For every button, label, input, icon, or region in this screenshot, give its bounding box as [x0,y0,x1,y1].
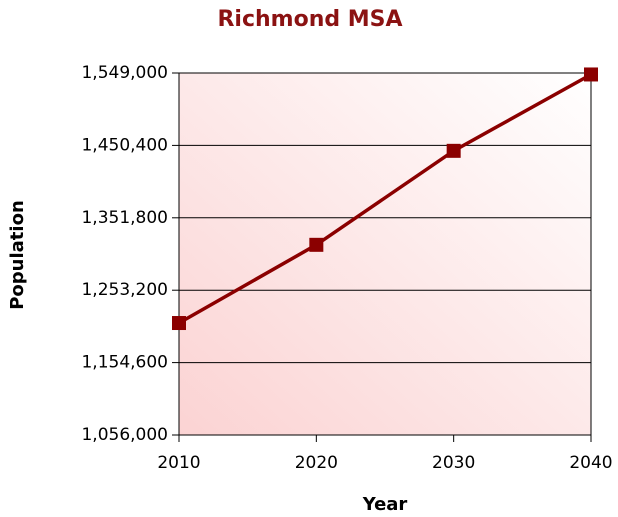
x-tick-label: 2010 [157,453,200,473]
point-marker [446,143,461,158]
point-marker [172,316,186,331]
y-tick-label: 1,450,400 [81,135,168,155]
x-tick-label: 2040 [569,453,612,473]
y-tick-label: 1,549,000 [81,63,168,83]
series-line [178,72,592,325]
y-axis-label: Population [7,200,28,310]
x-tick-label: 2020 [295,453,338,473]
x-tick-label: 2030 [432,453,475,473]
point-marker [584,67,598,82]
y-tick-label: 1,253,200 [81,280,168,300]
x-axis-label: Year [362,494,408,515]
y-tick-label: 1,154,600 [81,353,168,373]
plot-area [179,73,591,435]
y-tick-label: 1,351,800 [81,208,168,228]
chart-title: Richmond MSA [217,7,402,32]
point-marker [309,237,324,252]
y-tick-label: 1,056,000 [81,425,168,445]
